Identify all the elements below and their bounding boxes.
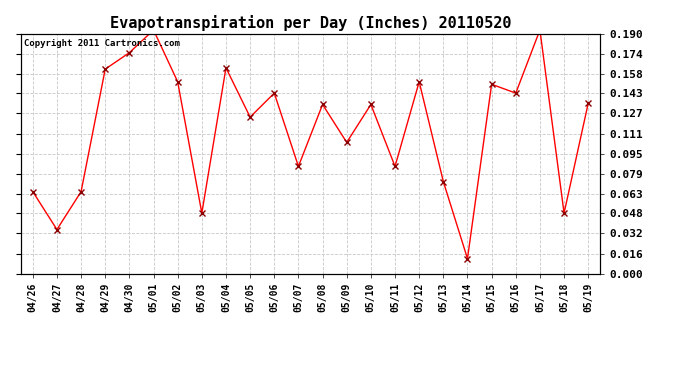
Title: Evapotranspiration per Day (Inches) 20110520: Evapotranspiration per Day (Inches) 2011… — [110, 15, 511, 31]
Text: Copyright 2011 Cartronics.com: Copyright 2011 Cartronics.com — [23, 39, 179, 48]
